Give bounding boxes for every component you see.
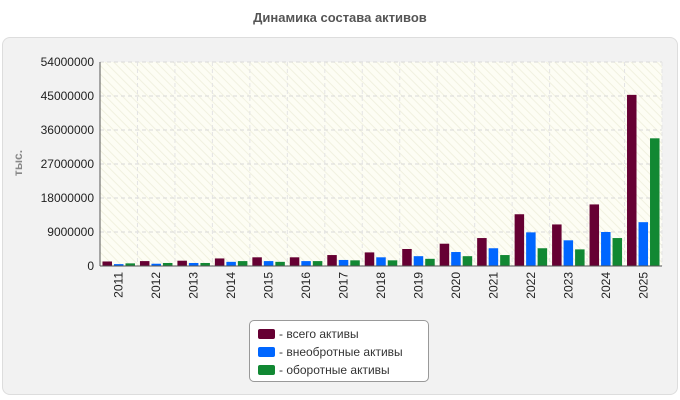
bar--внеобротные-активы-2013 [188,262,199,266]
bar--внеобротные-активы-2011 [113,264,124,266]
y-tick-label: 0 [87,259,94,273]
bar--внеобротные-активы-2025 [638,222,649,266]
x-tick-label: 2021 [486,272,500,299]
x-tick-label: 2025 [636,272,650,299]
legend: - всего активы - внеобротные активы - об… [249,320,429,382]
bar--всего-активы-2011 [102,261,112,266]
bar--оборотные-активы-2016 [312,261,323,266]
bar--всего-активы-2021 [477,238,487,266]
bar--внеобротные-активы-2023 [563,240,574,266]
bar--внеобротные-активы-2024 [601,232,611,266]
bar--внеобротные-активы-2021 [488,248,499,266]
y-tick-label: 54000000 [41,55,95,69]
bar--оборотные-активы-2019 [425,258,435,266]
legend-item-total: - всего активы [258,325,428,343]
bar--оборотные-активы-2011 [125,263,135,266]
bar--оборотные-активы-2015 [275,261,285,266]
x-tick-label: 2014 [224,272,238,299]
bar--всего-активы-2013 [177,260,187,266]
y-axis-label: тыс. [11,150,25,176]
bar--оборотные-активы-2012 [162,262,173,266]
bar--оборотные-активы-2020 [462,256,473,266]
bar--всего-активы-2020 [439,243,450,266]
bar--всего-активы-2023 [552,224,562,266]
y-tick-label: 18000000 [41,191,95,205]
legend-label-current: - оборотные активы [279,363,390,377]
bar--оборотные-активы-2018 [387,260,398,266]
bar--всего-активы-2012 [139,261,150,266]
bar--всего-активы-2017 [327,255,337,266]
bar--внеобротные-активы-2012 [151,263,161,266]
bar--оборотные-активы-2017 [350,260,360,266]
bar--оборотные-активы-2014 [237,261,248,266]
bar--всего-активы-2016 [289,257,300,266]
legend-swatch-noncurrent [258,347,275,357]
bar--всего-активы-2022 [514,214,525,266]
x-tick-label: 2011 [112,272,126,298]
bar--внеобротные-активы-2015 [263,261,274,266]
bar--всего-активы-2019 [402,249,412,266]
x-tick-label: 2024 [599,272,613,299]
x-tick-label: 2019 [411,272,425,299]
x-tick-label: 2013 [187,272,201,299]
bar--всего-активы-2015 [252,257,262,266]
bar--внеобротные-активы-2019 [413,256,424,266]
bar--всего-активы-2014 [214,258,225,266]
chart-title: Динамика состава активов [253,10,427,25]
x-tick-label: 2018 [374,272,388,299]
bar--оборотные-активы-2022 [537,248,548,266]
x-tick-label: 2022 [524,272,538,299]
y-tick-label: 9000000 [47,225,94,239]
bar--всего-активы-2024 [589,204,600,266]
legend-label-noncurrent: - внеобротные активы [279,345,403,359]
legend-item-noncurrent: - внеобротные активы [258,343,428,361]
legend-label-total: - всего активы [279,327,359,341]
legend-swatch-total [258,329,275,339]
bar--оборотные-активы-2024 [612,238,623,266]
bar--внеобротные-активы-2016 [301,261,311,266]
x-tick-label: 2012 [149,272,163,299]
bar--внеобротные-активы-2018 [376,257,386,266]
x-tick-label: 2017 [337,272,351,299]
bar--всего-активы-2018 [364,252,375,266]
y-tick-label: 36000000 [41,123,95,137]
bar--оборотные-активы-2025 [650,138,660,266]
x-tick-label: 2015 [262,272,276,299]
bar--внеобротные-активы-2022 [526,232,536,266]
bar--внеобротные-активы-2017 [338,259,349,266]
x-tick-label: 2023 [561,272,575,299]
bar--оборотные-активы-2013 [200,262,210,266]
bar--оборотные-активы-2021 [500,255,510,266]
legend-item-current: - оборотные активы [258,361,428,379]
bar--всего-активы-2025 [627,94,637,266]
bar--внеобротные-активы-2020 [451,252,461,266]
x-tick-label: 2020 [449,272,463,299]
x-tick-label: 2016 [299,272,313,299]
legend-swatch-current [258,365,275,375]
y-tick-label: 45000000 [41,89,95,103]
bar--оборотные-активы-2023 [575,249,585,266]
y-tick-label: 27000000 [41,157,95,171]
bar--внеобротные-активы-2014 [226,261,236,266]
